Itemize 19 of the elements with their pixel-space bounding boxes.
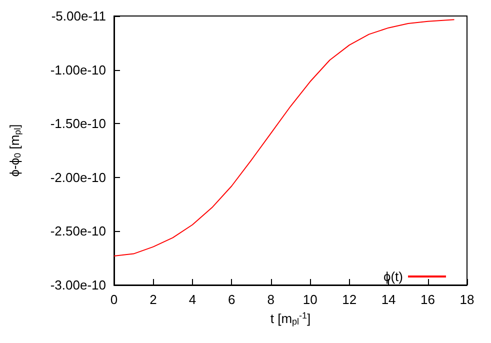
x-tick-label: 18	[460, 292, 474, 307]
x-tick-label: 8	[267, 292, 275, 307]
y-tick-label: -5.00e-11	[51, 8, 106, 24]
y-tick-label: -3.00e-10	[50, 278, 106, 292]
x-tick-label: 10	[302, 292, 318, 307]
x-tick-label: 12	[342, 292, 357, 307]
x-tick-label: 6	[228, 292, 236, 307]
x-tick-label: 14	[381, 292, 396, 307]
y-tick-label: -2.00e-10	[50, 170, 106, 185]
legend-label: ϕ(t)	[383, 269, 403, 284]
y-tick-label: -2.50e-10	[50, 224, 106, 239]
y-tick-label: -1.00e-10	[50, 62, 106, 78]
x-tick-label: 0	[110, 292, 118, 307]
y-tick-label: -1.50e-10	[50, 116, 106, 132]
line-series	[114, 19, 455, 256]
x-tick-label: 2	[150, 292, 157, 307]
x-tick-label: 16	[420, 292, 436, 307]
x-tick-label: 4	[188, 292, 196, 307]
y-axis-title: ϕ-ϕ0 [mpl]	[7, 124, 22, 177]
